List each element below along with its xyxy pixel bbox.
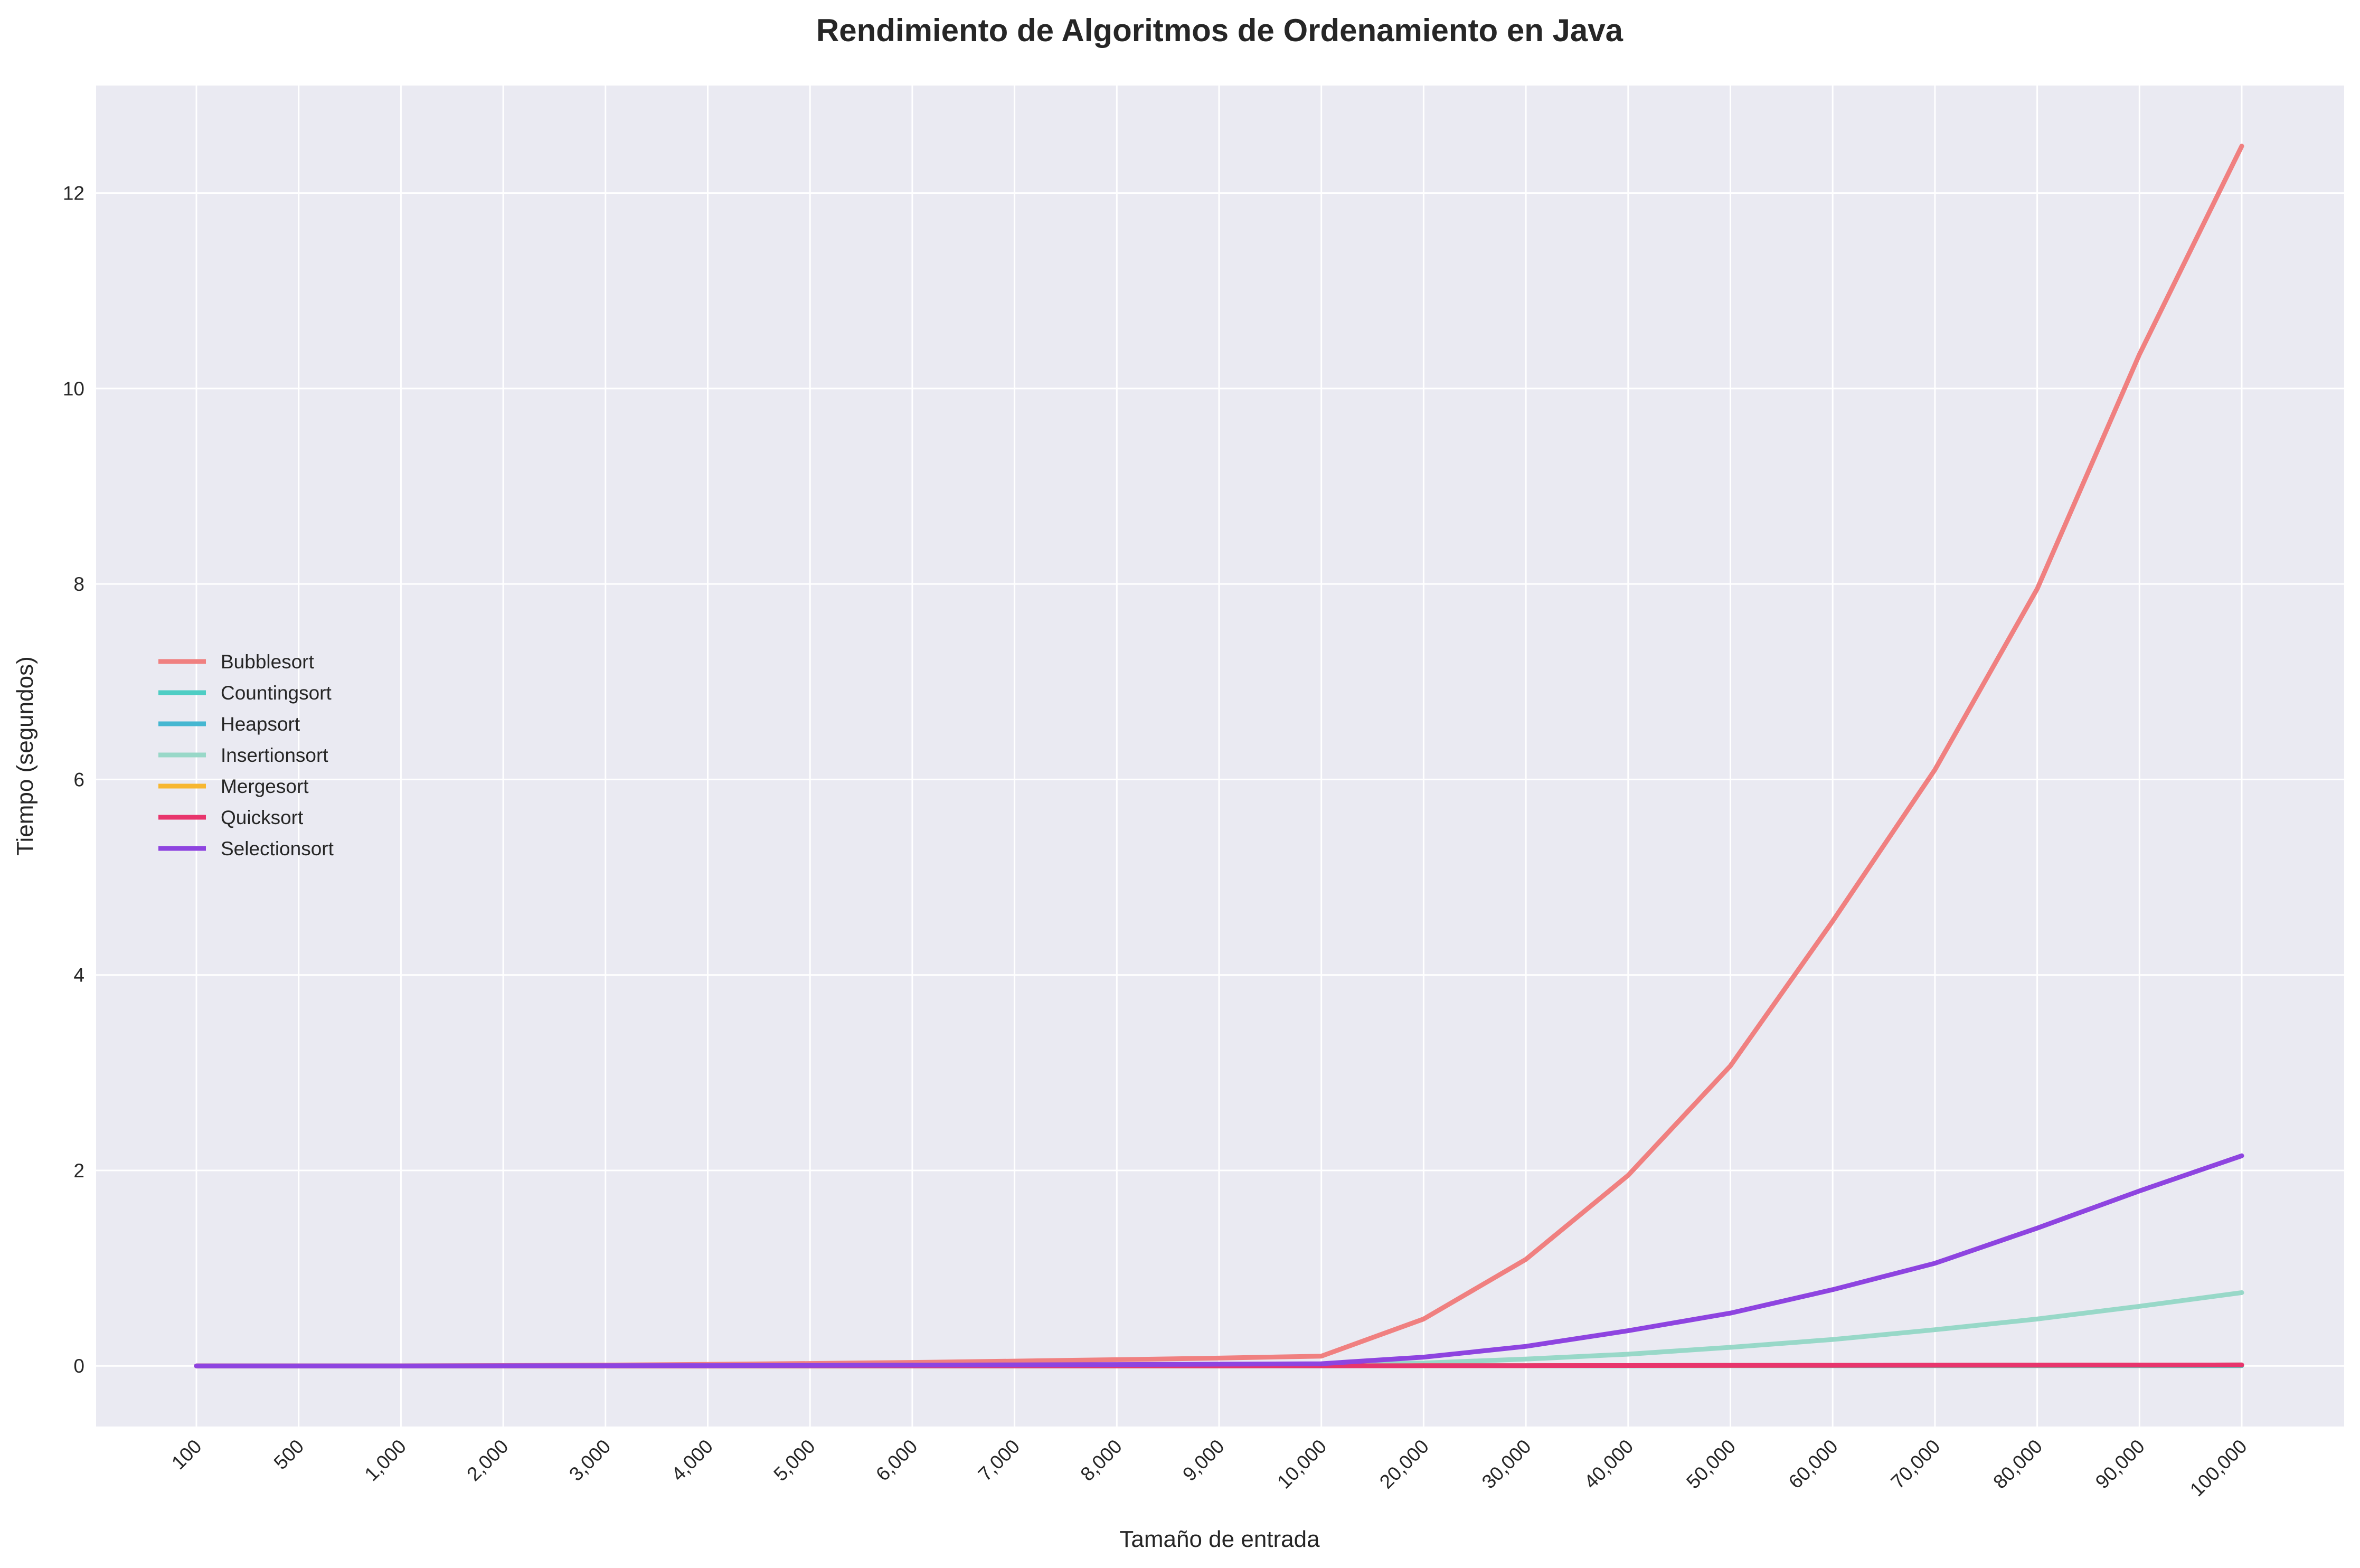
x-tick-label: 80,000: [1989, 1435, 2046, 1493]
x-tick-label: 40,000: [1580, 1435, 1637, 1493]
y-axis-label: Tiempo (segundos): [12, 656, 38, 855]
x-tick-label: 20,000: [1375, 1435, 1433, 1493]
x-axis-ticks: 100 500 1,000 2,000 3,000 4,000 5,000 6,000 7,00…: [167, 1435, 2251, 1501]
x-tick-label: 30,000: [1478, 1435, 1535, 1493]
legend: Bubblesort Countingsort Heapsort Insertions…: [158, 651, 334, 859]
legend-label: Countingsort: [221, 682, 332, 704]
legend-label: Selectionsort: [221, 838, 334, 859]
plot-area: [96, 86, 2344, 1427]
y-tick-label: 12: [63, 183, 84, 204]
x-tick-label: 50,000: [1682, 1435, 1740, 1493]
x-tick-label: 4,000: [667, 1435, 717, 1485]
x-tick-label: 100,000: [2186, 1435, 2251, 1501]
legend-label: Bubblesort: [221, 651, 315, 673]
y-tick-label: 0: [73, 1355, 84, 1377]
x-tick-label: 3,000: [565, 1435, 615, 1485]
x-tick-label: 500: [270, 1435, 308, 1474]
y-tick-label: 8: [73, 573, 84, 595]
x-tick-label: 6,000: [872, 1435, 921, 1485]
legend-label: Mergesort: [221, 776, 309, 797]
x-tick-label: 7,000: [974, 1435, 1024, 1485]
legend-label: Quicksort: [221, 807, 304, 828]
x-tick-label: 60,000: [1785, 1435, 1842, 1493]
x-tick-label: 100: [167, 1435, 206, 1474]
x-tick-label: 10,000: [1273, 1435, 1330, 1493]
y-tick-label: 10: [63, 378, 84, 400]
x-tick-label: 70,000: [1887, 1435, 1944, 1493]
series-line-selectionsort: [194, 1153, 2244, 1368]
x-tick-label: 2,000: [462, 1435, 512, 1485]
y-tick-label: 4: [73, 965, 84, 986]
series-lines: [194, 144, 2244, 1368]
chart-title: Rendimiento de Algoritmos de Ordenamient…: [816, 13, 1623, 48]
y-tick-label: 6: [73, 769, 84, 790]
x-tick-label: 90,000: [2091, 1435, 2149, 1493]
y-axis-ticks: 0 2 4 6 8 10 12: [63, 183, 84, 1377]
x-tick-label: 9,000: [1178, 1435, 1228, 1485]
legend-label: Insertionsort: [221, 744, 328, 766]
legend-label: Heapsort: [221, 713, 300, 735]
x-axis-label: Tamaño de entrada: [1119, 1526, 1320, 1552]
y-tick-label: 2: [73, 1160, 84, 1182]
x-tick-label: 1,000: [361, 1435, 410, 1485]
x-tick-label: 5,000: [769, 1435, 819, 1485]
x-tick-label: 8,000: [1076, 1435, 1126, 1485]
